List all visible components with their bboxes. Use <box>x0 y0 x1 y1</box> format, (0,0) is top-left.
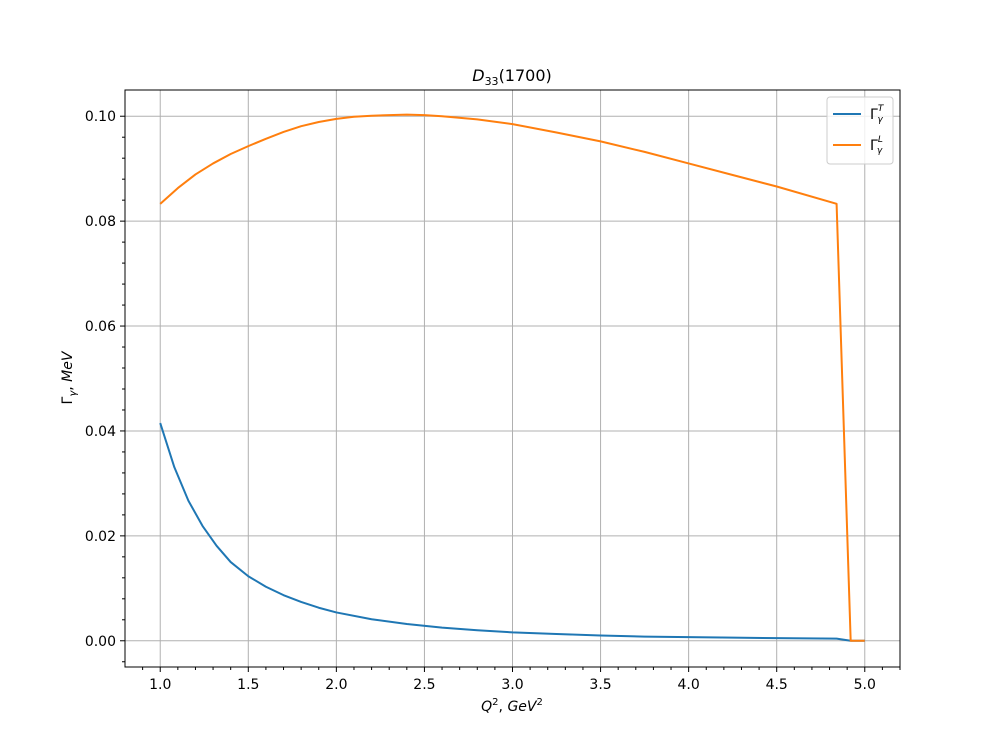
y-tick-label: 0.02 <box>85 529 116 545</box>
y-tick-label: 0.10 <box>85 109 116 125</box>
x-tick-label: 1.5 <box>237 677 259 693</box>
y-tick-label: 0.06 <box>85 319 116 335</box>
legend: ΓT γ ΓL γ <box>826 96 894 165</box>
series-line-T <box>159 422 865 642</box>
x-tick-label: 4.5 <box>766 677 788 693</box>
legend-label: ΓL γ <box>870 135 883 156</box>
x-axis-label: Q2, GeV2 <box>481 697 543 715</box>
series-layer <box>159 113 865 642</box>
x-tick-label: 3.0 <box>501 677 523 693</box>
grid-lines <box>125 90 900 667</box>
series-line-L <box>159 113 865 642</box>
x-tick-label: 2.0 <box>325 677 347 693</box>
x-tick-label: 2.5 <box>413 677 435 693</box>
legend-label: ΓT γ <box>870 104 885 125</box>
y-axis-label: Γγ, MeV <box>60 350 79 404</box>
y-tick-label: 0.08 <box>85 214 116 230</box>
chart-title: D33(1700) <box>472 66 552 88</box>
x-tick-label: 4.0 <box>678 677 700 693</box>
tick-layer: 1.0 1.5 2.0 2.5 3.0 3.5 4.0 4.5 5.0 0.00 0.02 0.04 0… <box>85 109 901 693</box>
y-tick-label: 0.04 <box>85 424 116 440</box>
x-tick-label: 1.0 <box>149 677 171 693</box>
x-tick-label: 3.5 <box>589 677 611 693</box>
x-tick-label: 5.0 <box>854 677 876 693</box>
y-tick-label: 0.00 <box>85 634 116 650</box>
